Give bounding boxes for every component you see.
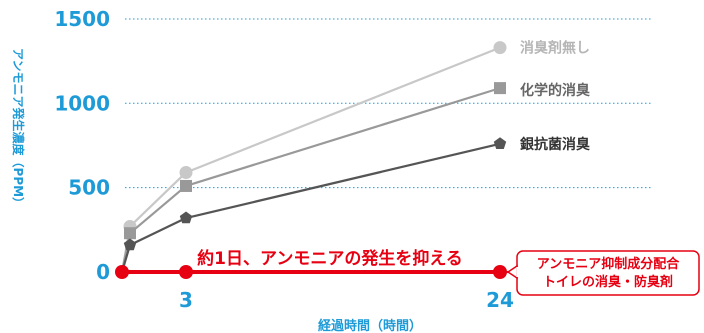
data-point [124,227,136,240]
series-line-2 [120,87,501,273]
legend-label: 化学的消臭 [520,82,591,99]
data-point [494,82,506,95]
data-point [123,238,137,251]
data-point [179,165,193,179]
legend-label: アンモニア抑制成分配合 [537,256,680,272]
series-line-3 [120,142,501,273]
legend-label: 消臭剤無し [520,40,590,57]
legend-label: トイレの消臭・防臭剤 [543,274,673,290]
legend-label: 銀抗菌消臭 [520,136,591,153]
data-point [115,265,129,279]
series-lines [115,41,507,279]
data-point [493,265,507,279]
y-tick-label: 0 [96,260,110,284]
y-axis-label: アンモニア発生濃度（PPM） [11,48,26,209]
data-point [179,265,193,279]
annotation: 約1日、アンモニアの発生を抑える [197,248,463,269]
data-point [179,211,193,224]
y-tick-label: 1500 [54,7,110,31]
x-tick-label: 24 [486,288,514,312]
series-line-1 [120,46,501,273]
legend-callout-pointer [506,264,518,280]
y-tick-label: 500 [68,176,110,200]
y-tick-label: 1000 [54,91,110,115]
data-point [180,179,192,192]
x-axis-label: 経過時間（時間） [318,318,422,333]
data-point [493,137,507,149]
data-point [493,41,507,55]
x-tick-label: 3 [179,288,193,312]
